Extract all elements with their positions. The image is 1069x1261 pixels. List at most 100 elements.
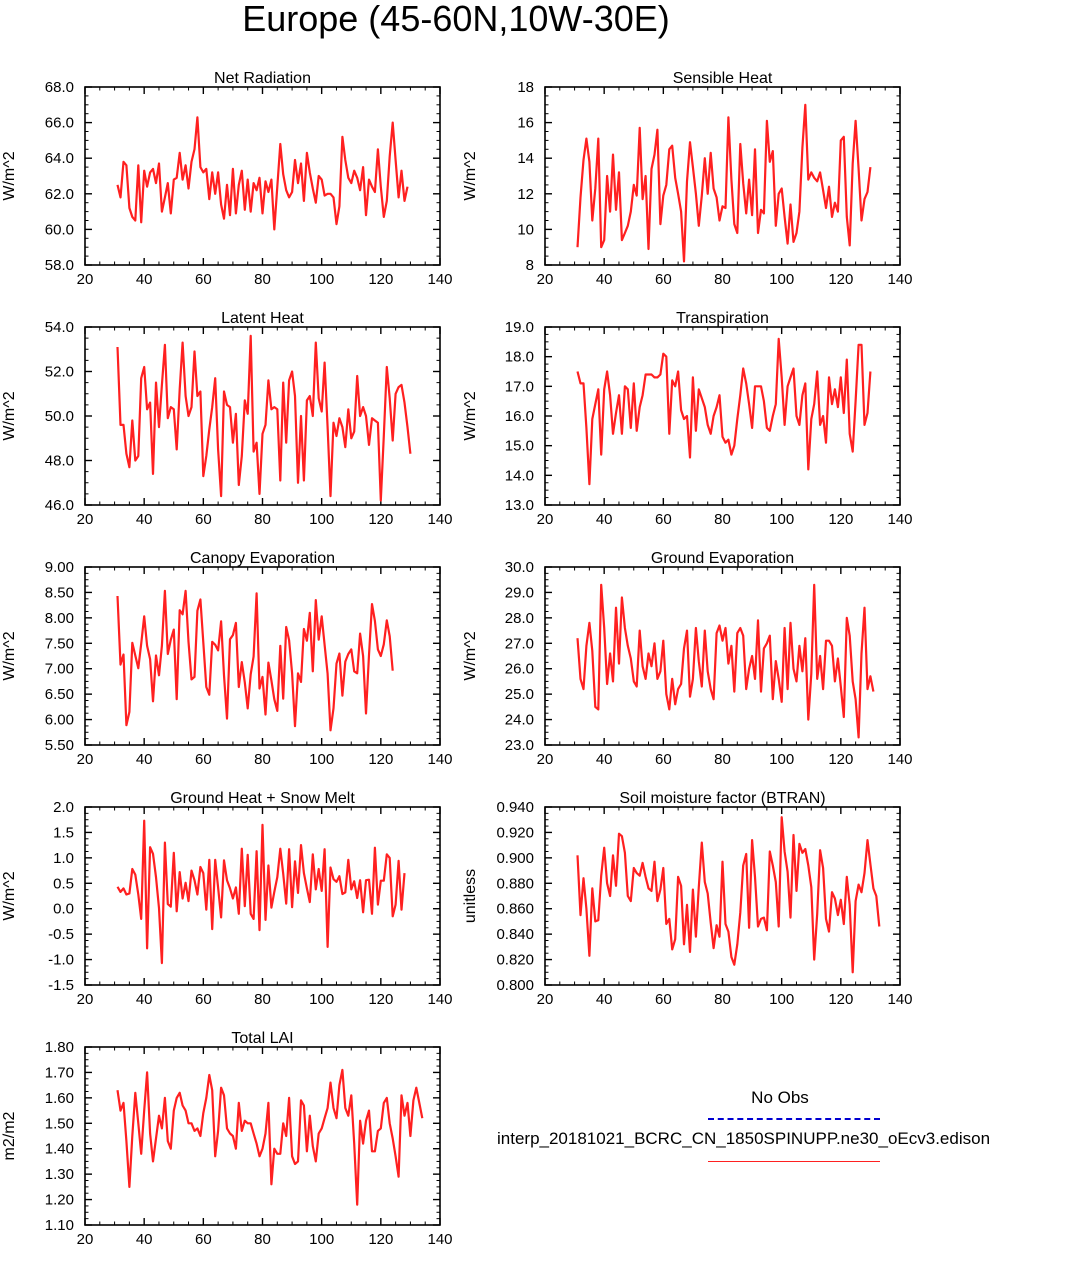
x-tick-label: 100 <box>309 991 334 1008</box>
x-tick-label: 60 <box>655 271 672 288</box>
y-axis-label: W/m^2 <box>1 871 18 920</box>
x-tick-label: 140 <box>887 751 912 768</box>
y-tick-label: 6.50 <box>45 686 74 703</box>
y-tick-label: 24.0 <box>505 712 534 729</box>
panel-8: Soil moisture factor (BTRAN) unitless 20 40… <box>462 790 913 1008</box>
y-axis-label: W/m^2 <box>462 631 479 680</box>
y-tick-label: 50.0 <box>45 408 74 425</box>
y-tick-label: 68.0 <box>45 79 74 96</box>
plot-frame <box>544 326 901 506</box>
series-line <box>116 1068 424 1206</box>
y-tick-label: 26.0 <box>505 661 534 678</box>
y-tick-label: 64.0 <box>45 150 74 167</box>
series-line <box>116 116 409 231</box>
x-tick-label: 80 <box>254 511 271 528</box>
y-tick-label: 58.0 <box>45 257 74 274</box>
panel-title: Sensible Heat <box>673 70 773 87</box>
y-tick-label: 16 <box>517 115 534 132</box>
y-tick-label: 60.0 <box>45 221 74 238</box>
y-tick-label: 1.0 <box>53 850 74 867</box>
y-tick-label: 13.0 <box>505 497 534 514</box>
x-tick-label: 80 <box>254 271 271 288</box>
series-line <box>576 816 881 974</box>
panel-6: Ground Evaporation W/m^2 20 40 60 80 100 120 140… <box>462 550 913 768</box>
y-axis-label: W/m^2 <box>1 151 18 200</box>
x-tick-label: 100 <box>769 271 794 288</box>
y-tick-label: 8 <box>526 257 534 274</box>
y-tick-label: 7.00 <box>45 661 74 678</box>
x-tick-label: 20 <box>77 271 94 288</box>
x-tick-label: 20 <box>537 991 554 1008</box>
y-tick-label: 46.0 <box>45 497 74 514</box>
x-tick-label: 120 <box>368 991 393 1008</box>
x-tick-label: 120 <box>828 511 853 528</box>
x-tick-label: 100 <box>309 751 334 768</box>
x-tick-label: 20 <box>537 511 554 528</box>
y-tick-label: -0.5 <box>48 926 74 943</box>
x-tick-label: 40 <box>136 1231 153 1248</box>
x-tick-label: 120 <box>828 271 853 288</box>
y-tick-label: 1.30 <box>45 1166 74 1183</box>
x-tick-label: 120 <box>828 991 853 1008</box>
series-line <box>116 334 412 502</box>
x-tick-label: 20 <box>77 991 94 1008</box>
y-tick-label: 7.50 <box>45 635 74 652</box>
y-tick-label: 62.0 <box>45 186 74 203</box>
y-tick-label: 8.50 <box>45 584 74 601</box>
y-tick-label: 0.820 <box>496 952 534 969</box>
y-tick-label: 29.0 <box>505 584 534 601</box>
x-tick-label: 140 <box>427 511 452 528</box>
x-tick-label: 120 <box>828 751 853 768</box>
x-tick-label: 140 <box>427 271 452 288</box>
y-tick-label: 15.0 <box>505 438 534 455</box>
x-tick-label: 60 <box>195 1231 212 1248</box>
y-axis-label: W/m^2 <box>1 631 18 680</box>
x-tick-label: 140 <box>887 271 912 288</box>
y-tick-label: 0.920 <box>496 824 534 841</box>
y-axis-label: W/m^2 <box>462 391 479 440</box>
y-axis-label: unitless <box>462 869 479 923</box>
x-tick-label: 100 <box>309 511 334 528</box>
y-tick-label: 52.0 <box>45 364 74 381</box>
x-tick-label: 40 <box>596 511 613 528</box>
y-tick-label: 27.0 <box>505 635 534 652</box>
y-tick-label: 0.0 <box>53 901 74 918</box>
series-line <box>116 589 394 732</box>
y-tick-label: 19.0 <box>505 319 534 336</box>
x-tick-label: 120 <box>368 511 393 528</box>
y-tick-label: 0.880 <box>496 875 534 892</box>
y-tick-label: -1.0 <box>48 952 74 969</box>
y-tick-label: 9.00 <box>45 559 74 576</box>
panel-title: Canopy Evaporation <box>190 550 335 567</box>
y-tick-label: 1.5 <box>53 824 74 841</box>
y-tick-label: 0.900 <box>496 850 534 867</box>
x-tick-label: 140 <box>427 1231 452 1248</box>
y-tick-label: 8.00 <box>45 610 74 627</box>
panel-title: Transpiration <box>676 310 769 327</box>
y-tick-label: 5.50 <box>45 737 74 754</box>
panel-1: Net Radiation W/m^2 20 40 60 80 100 120 140 58.0 6… <box>1 70 453 288</box>
x-tick-label: 140 <box>427 991 452 1008</box>
y-tick-label: 12 <box>517 186 534 203</box>
plot-frame <box>544 806 901 986</box>
x-tick-label: 140 <box>887 991 912 1008</box>
plot-frame <box>84 326 441 506</box>
y-tick-label: 0.5 <box>53 875 74 892</box>
x-tick-label: 40 <box>596 751 613 768</box>
y-axis-label: m2/m2 <box>1 1111 18 1160</box>
x-tick-label: 40 <box>136 511 153 528</box>
x-tick-label: 80 <box>254 751 271 768</box>
y-tick-label: 14.0 <box>505 467 534 484</box>
series-line <box>116 819 406 965</box>
x-tick-label: 40 <box>596 271 613 288</box>
x-tick-label: 80 <box>714 511 731 528</box>
x-tick-label: 100 <box>309 1231 334 1248</box>
y-tick-label: 0.840 <box>496 926 534 943</box>
panel-9: Total LAI m2/m2 20 40 60 80 100 120 140 1.10 1.20 1… <box>1 1030 453 1248</box>
x-tick-label: 100 <box>769 751 794 768</box>
y-axis-label: W/m^2 <box>462 151 479 200</box>
y-tick-label: 14 <box>517 150 534 167</box>
panel-title: Net Radiation <box>214 70 311 87</box>
y-tick-label: 1.80 <box>45 1039 74 1056</box>
